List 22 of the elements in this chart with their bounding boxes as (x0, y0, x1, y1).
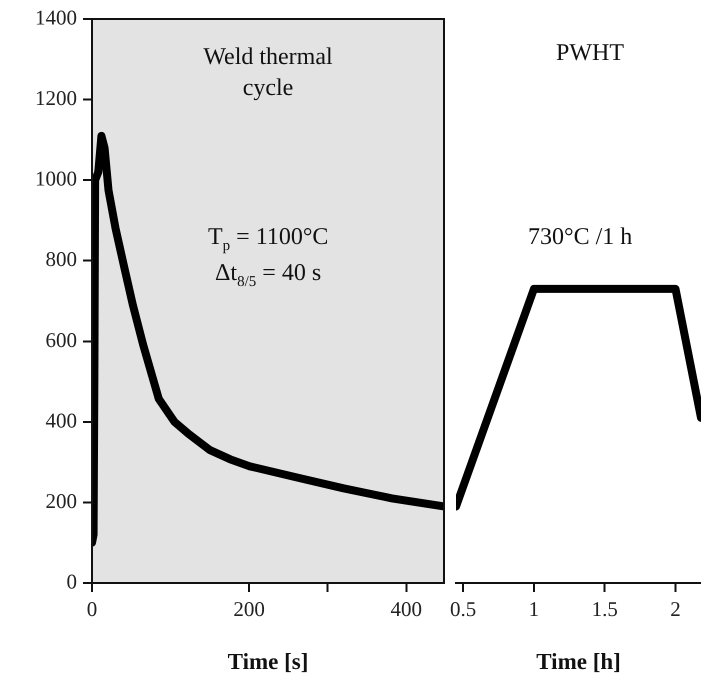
annotation: PWHT (556, 39, 624, 68)
x-tick-label: 200 (233, 597, 265, 622)
y-tick-label: 800 (46, 247, 77, 272)
annotation: T$_{p}$ = 1100°C (208, 223, 328, 256)
annotation: 730°C /1 h (528, 223, 632, 252)
x-tick-label: 0.5 (450, 597, 476, 622)
x-axis-title: Time [s] (228, 649, 308, 674)
y-tick-label: 400 (46, 408, 77, 432)
x-tick-label: 0 (86, 597, 98, 622)
x-tick-label: 2 (670, 597, 681, 622)
y-tick-label: 600 (46, 328, 77, 352)
annotation: Δt$_{8/5}$ = 40 s (215, 259, 322, 292)
y-tick-label: 1000 (35, 166, 77, 191)
y-tick-label: 0 (66, 570, 77, 594)
x-axis-title: Time [h] (536, 649, 621, 674)
y-tick-label: 1200 (35, 86, 77, 110)
x-tick-label: 400 (390, 597, 422, 622)
x-tick-label: 1.5 (592, 597, 618, 622)
x-tick-label: 1 (528, 597, 540, 622)
y-tick-label: 200 (46, 488, 77, 513)
y-tick-label: 1400 (35, 6, 77, 30)
annotation: Weld thermal cycle (202, 43, 334, 104)
